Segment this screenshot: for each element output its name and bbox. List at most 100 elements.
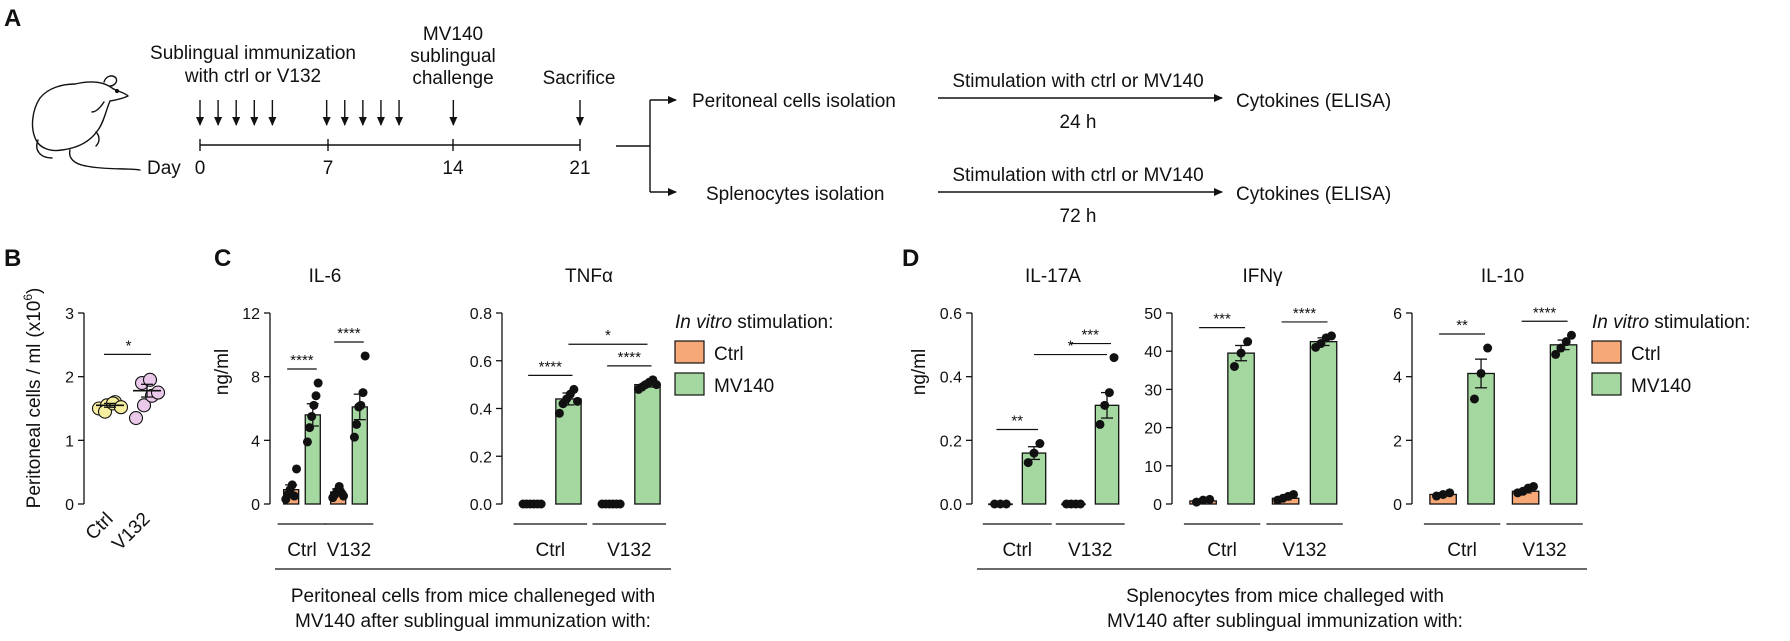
data-point xyxy=(136,398,152,413)
panel-b-yunit-exp: 6 xyxy=(21,294,35,301)
panel-c-caption-line1: Peritoneal cells from mice challeneged w… xyxy=(291,586,655,607)
legend-c-label-ctrl: Ctrl xyxy=(714,344,744,365)
group-label-ctrl: Ctrl xyxy=(287,540,317,561)
challenge-label-line3: challenge xyxy=(412,68,493,89)
immunization-label-line2: with ctrl or V132 xyxy=(184,66,321,87)
significance-label: ** xyxy=(1456,317,1468,334)
data-point xyxy=(360,351,370,361)
group-label-v132: V132 xyxy=(1282,540,1326,561)
data-point xyxy=(1476,368,1486,378)
group-label-v132: V132 xyxy=(607,540,651,561)
y-tick-label: 8 xyxy=(251,370,260,387)
panel-c-ylabel: ng/ml xyxy=(212,349,233,395)
legend-c: In vitro stimulation: Ctrl MV140 xyxy=(674,312,833,397)
significance-label: * xyxy=(126,337,132,354)
data-point xyxy=(358,388,368,398)
data-point xyxy=(113,400,129,415)
group-label-ctrl: Ctrl xyxy=(1002,540,1032,561)
row1-isolation: Peritoneal cells isolation xyxy=(692,91,896,112)
panel-b-yunit: (x10 xyxy=(24,301,45,338)
panel-b-ylabel: Peritoneal cells / ml (x106) xyxy=(21,288,45,509)
significance-label: * xyxy=(1068,338,1074,355)
data-point xyxy=(1205,494,1215,504)
data-point xyxy=(1095,419,1105,429)
row1-time: 24 h xyxy=(1060,112,1097,133)
mouse-icon xyxy=(31,75,141,171)
day-7: 7 xyxy=(323,158,334,179)
y-tick-label: 0.4 xyxy=(470,402,492,419)
chart-il6: IL-6 0 4 8 12 Ctrl V132 **** **** xyxy=(242,266,374,561)
dose-arrows xyxy=(196,100,584,126)
y-tick-label: 40 xyxy=(1144,344,1162,361)
timeline xyxy=(199,139,581,151)
data-point xyxy=(1035,439,1045,449)
data-point xyxy=(554,408,564,418)
bar-ctrl-mv140 xyxy=(1467,372,1495,505)
data-point xyxy=(302,437,312,447)
y-tick-label: 0 xyxy=(1153,497,1162,514)
data-point xyxy=(1109,353,1119,363)
data-point xyxy=(128,410,144,426)
day-label: Day xyxy=(147,158,181,179)
data-point xyxy=(142,372,158,387)
data-point xyxy=(313,378,323,388)
panel-d-caption-line2: MV140 after sublingual immunization with… xyxy=(1107,611,1463,632)
challenge-label-line1: MV140 xyxy=(423,24,483,45)
legend-d-title-italic: In vitro xyxy=(1592,312,1649,333)
significance-label: **** xyxy=(539,358,563,375)
y-tick-label: 0.6 xyxy=(470,354,492,371)
bar-v132-mv140 xyxy=(634,383,661,505)
y-tick-label: 0 xyxy=(65,497,74,514)
data-point xyxy=(1075,499,1085,509)
legend-c-swatch-mv140 xyxy=(674,372,705,396)
significance-label: *** xyxy=(1213,311,1231,328)
panel-b: B Peritoneal cells / ml(x106) 0123CtrlV1… xyxy=(4,245,166,555)
day-14: 14 xyxy=(442,158,464,179)
data-point xyxy=(1316,339,1326,349)
legend-c-title-italic: In vitro xyxy=(675,312,732,333)
y-tick-label: 0.2 xyxy=(940,433,962,450)
y-tick-label: 2 xyxy=(1393,433,1402,450)
legend-d-label-mv140: MV140 xyxy=(1631,376,1691,397)
data-point xyxy=(1023,458,1033,468)
group-label-v132: V132 xyxy=(327,540,371,561)
data-point xyxy=(311,391,321,401)
day-0: 0 xyxy=(195,158,206,179)
y-tick-label: 0.4 xyxy=(940,370,962,387)
row2-stimulation: Stimulation with ctrl or MV140 xyxy=(952,165,1203,186)
data-point xyxy=(1104,388,1114,398)
panel-b-yunit-close: ) xyxy=(24,288,45,294)
bar-v132-mv140 xyxy=(1549,344,1578,505)
data-point xyxy=(1551,349,1561,359)
data-point xyxy=(352,419,362,429)
panel-c-caption-line2: MV140 after sublingual immunization with… xyxy=(295,611,651,632)
data-point xyxy=(1561,337,1571,347)
challenge-label-line2: sublingual xyxy=(410,46,496,67)
legend-c-swatch-ctrl xyxy=(674,340,705,364)
data-point xyxy=(1001,499,1011,509)
y-tick-label: 4 xyxy=(1393,370,1402,387)
day-21: 21 xyxy=(569,158,590,179)
y-tick-label: 10 xyxy=(1144,459,1162,476)
panel-c-letter: C xyxy=(214,245,231,272)
group-label-v132: V132 xyxy=(1522,540,1566,561)
data-point xyxy=(1445,488,1455,498)
data-point xyxy=(305,423,315,433)
data-point xyxy=(651,380,661,390)
panel-d-letter: D xyxy=(902,245,919,272)
data-point xyxy=(1556,343,1566,353)
data-point xyxy=(1100,400,1110,410)
data-point xyxy=(1469,394,1479,404)
row2-isolation: Splenocytes isolation xyxy=(706,184,885,205)
data-point xyxy=(1243,337,1253,347)
y-tick-label: 6 xyxy=(1393,306,1402,323)
y-tick-label: 12 xyxy=(242,306,260,323)
y-tick-label: 0.0 xyxy=(470,497,492,514)
y-tick-label: 0.6 xyxy=(940,306,962,323)
legend-d-label-ctrl: Ctrl xyxy=(1631,344,1661,365)
significance-label: **** xyxy=(1533,304,1557,321)
significance-label: **** xyxy=(337,325,361,342)
data-point xyxy=(1326,331,1336,341)
data-point xyxy=(150,385,166,400)
